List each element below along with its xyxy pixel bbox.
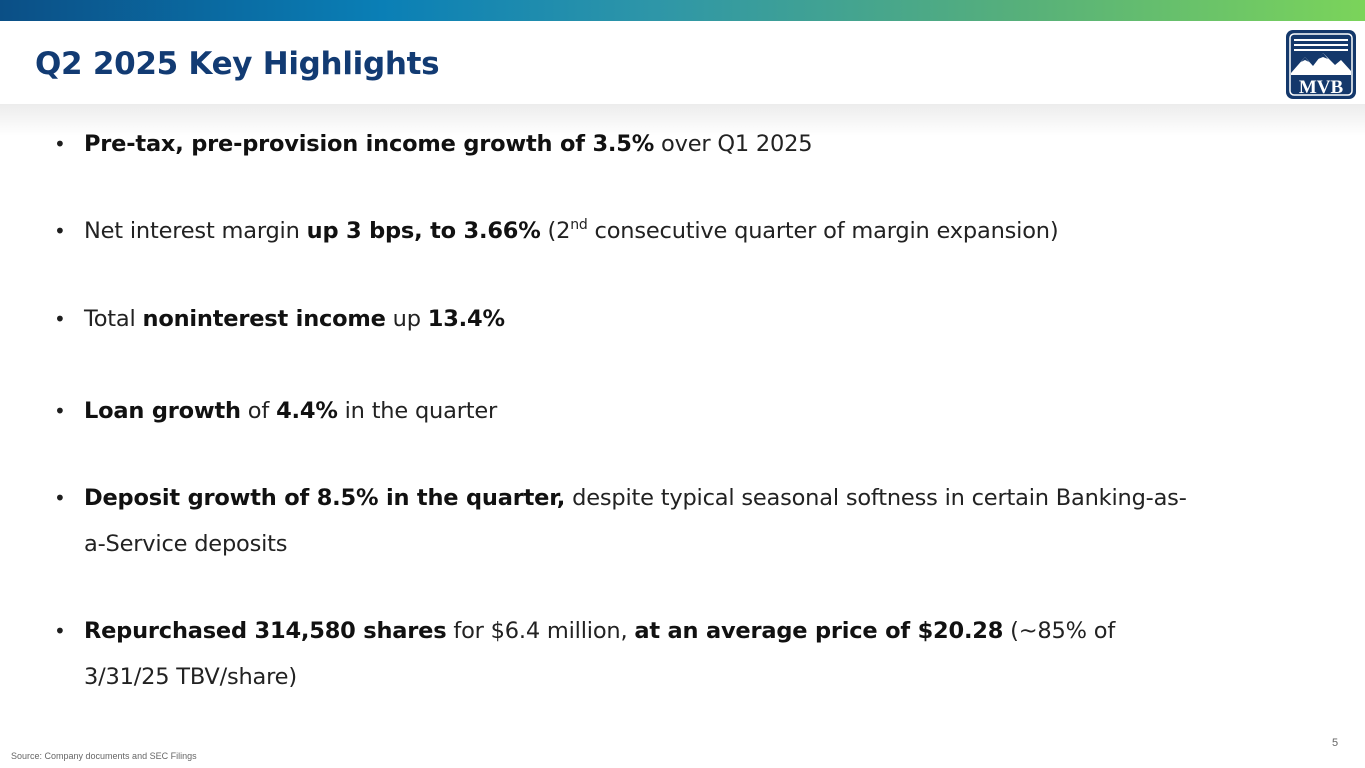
- bullet-marker: •: [54, 486, 66, 510]
- list-item: • Total noninterest income up 13.4%: [54, 296, 1194, 342]
- list-item: • Loan growth of 4.4% in the quarter: [54, 388, 1194, 434]
- top-gradient-bar: [0, 0, 1365, 21]
- bullet-marker: •: [54, 619, 66, 643]
- bullet-text: Pre-tax, pre-provision income growth of …: [84, 131, 813, 157]
- bullet-text: Total noninterest income up 13.4%: [84, 306, 505, 332]
- bullet-text: Repurchased 314,580 shares for $6.4 mill…: [84, 618, 1116, 690]
- source-note: Source: Company documents and SEC Filing…: [11, 751, 197, 761]
- list-item: • Repurchased 314,580 shares for $6.4 mi…: [54, 608, 1194, 700]
- bullet-marker: •: [54, 307, 66, 331]
- mvb-logo: MVB: [1286, 30, 1356, 99]
- bullet-text: Deposit growth of 8.5% in the quarter, d…: [84, 485, 1187, 557]
- list-item: • Net interest margin up 3 bps, to 3.66%…: [54, 208, 1194, 254]
- bullet-text: Loan growth of 4.4% in the quarter: [84, 398, 498, 424]
- page-number: 5: [1332, 737, 1339, 749]
- bullet-text: Net interest margin up 3 bps, to 3.66% (…: [84, 217, 1059, 244]
- logo-wordmark: MVB: [1299, 77, 1344, 98]
- slide-title: Q2 2025 Key Highlights: [35, 46, 440, 82]
- bullet-marker: •: [54, 399, 66, 423]
- list-item: • Pre-tax, pre-provision income growth o…: [54, 121, 1194, 167]
- header-divider-shade: [0, 104, 1365, 136]
- list-item: • Deposit growth of 8.5% in the quarter,…: [54, 475, 1194, 567]
- bullet-marker: •: [54, 219, 66, 243]
- bullet-marker: •: [54, 132, 66, 156]
